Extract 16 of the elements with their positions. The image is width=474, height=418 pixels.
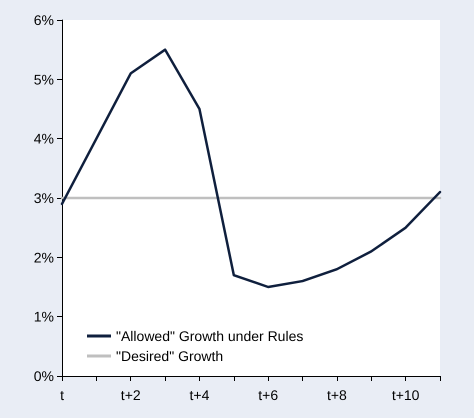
y-tick-label: 1% xyxy=(34,308,54,325)
x-tick-label: t+8 xyxy=(326,387,348,403)
x-tick-label: t xyxy=(60,387,64,403)
x-tick-label: t+6 xyxy=(258,387,278,403)
y-tick-label: 5% xyxy=(34,71,54,88)
y-tick-label: 4% xyxy=(34,130,54,147)
legend-label: "Desired" Growth xyxy=(116,348,224,364)
y-tick-label: 2% xyxy=(34,249,54,266)
y-tick-label: 0% xyxy=(34,368,54,384)
legend-label: "Allowed" Growth under Rules xyxy=(116,328,304,344)
y-tick-label: 3% xyxy=(34,190,54,206)
y-tick-label: 6% xyxy=(34,12,54,28)
x-tick-label: t+4 xyxy=(190,387,210,403)
x-tick-label: t+10 xyxy=(392,387,420,403)
x-tick-label: t+2 xyxy=(120,387,141,403)
line-series xyxy=(60,48,442,288)
